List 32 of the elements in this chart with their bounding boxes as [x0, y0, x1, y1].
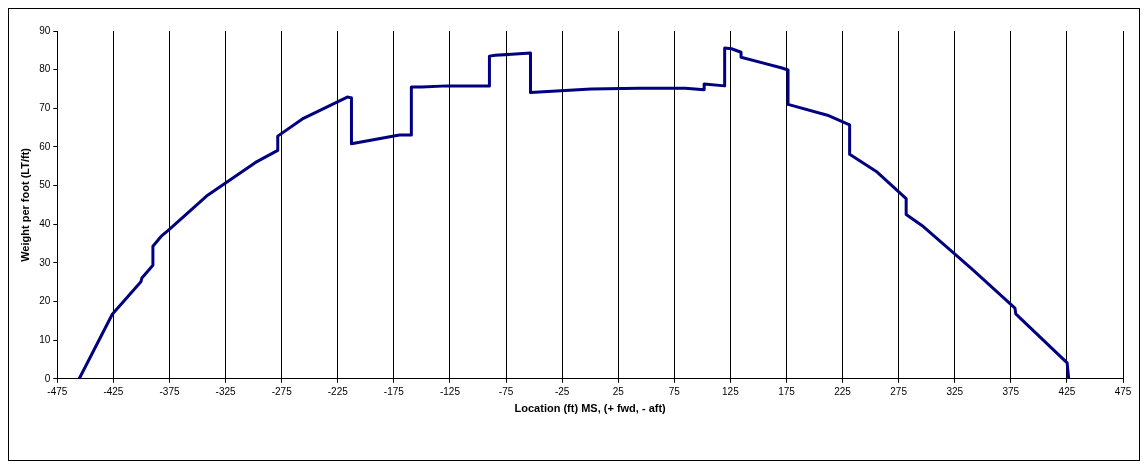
x-tick-label: -225 [327, 385, 349, 397]
x-tick-label: 25 [612, 385, 625, 397]
y-axis-title: Weight per foot (LT/ft) [18, 147, 31, 262]
x-tick-label: -325 [215, 385, 237, 397]
y-tick-label: 80 [39, 63, 51, 75]
y-tick-label: 0 [44, 372, 51, 384]
x-tick-label: 325 [946, 385, 964, 397]
x-tick-label: 125 [722, 385, 740, 397]
x-tick-label: 375 [1002, 385, 1020, 397]
y-tick-label: 90 [39, 24, 51, 36]
x-tick-label: -425 [103, 385, 124, 397]
x-tick-label: -475 [47, 385, 68, 397]
x-tick-label: 275 [890, 385, 908, 397]
x-tick-label: 175 [778, 385, 796, 397]
y-tick-label: 30 [39, 256, 51, 268]
y-tick-label: 40 [39, 217, 51, 229]
x-tick-label: 475 [1114, 385, 1132, 397]
x-tick-label: -75 [498, 385, 514, 397]
x-tick-label: -275 [271, 385, 293, 397]
y-tick-label: 20 [39, 295, 51, 307]
y-tick-label: 70 [39, 102, 51, 114]
x-tick-label: 75 [668, 385, 681, 397]
x-tick-label: -175 [383, 385, 405, 397]
x-tick-label: -125 [439, 385, 461, 397]
y-tick-label: 50 [39, 179, 51, 191]
x-tick-label: -25 [554, 385, 570, 397]
x-tick-label: -375 [159, 385, 180, 397]
y-tick-label: 10 [39, 333, 51, 345]
x-tick-label: 225 [834, 385, 852, 397]
x-axis-title: Location (ft) MS, (+ fwd, - aft) [514, 402, 667, 415]
y-tick-label: 60 [39, 140, 51, 152]
x-tick-label: 425 [1058, 385, 1076, 397]
